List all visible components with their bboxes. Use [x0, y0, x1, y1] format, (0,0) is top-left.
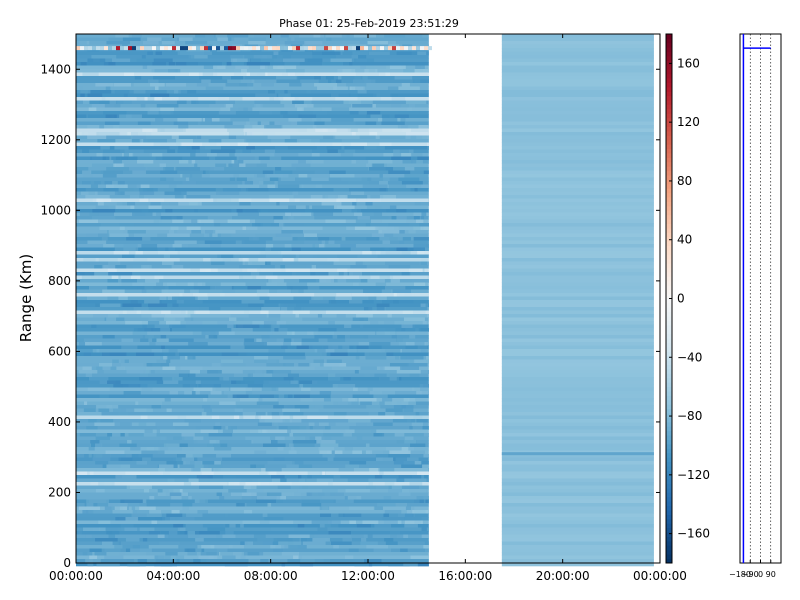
colorbar-tick-label: 120	[677, 115, 700, 129]
colorbar-tick-label: 80	[677, 174, 692, 188]
y-tick-label: 1200	[40, 133, 71, 147]
y-tick-label: 600	[48, 344, 71, 358]
side-x-tick-label: −180	[729, 570, 751, 579]
x-tick-label: 08:00:00	[244, 569, 298, 583]
heatmap-segment-2	[501, 34, 654, 567]
colorbar-tick-label: −120	[677, 468, 710, 482]
colorbar-tick-label: 40	[677, 233, 692, 247]
phase-profile-plot: −180−90 0 90	[729, 33, 782, 579]
x-tick-label: 20:00:00	[536, 569, 590, 583]
side-x-tick-label: −90	[742, 570, 759, 579]
heatmap-anomaly-row	[76, 46, 432, 51]
y-tick-label: 1400	[40, 62, 71, 76]
x-tick-label: 04:00:00	[146, 569, 200, 583]
y-tick-label: 400	[48, 415, 71, 429]
y-tick-label: 800	[48, 274, 71, 288]
chart-title: Phase 01: 25-Feb-2019 23:51:29	[279, 17, 459, 30]
x-tick-label: 12:00:00	[341, 569, 395, 583]
y-tick-label: 200	[48, 485, 71, 499]
colorbar-tick-label: −40	[677, 350, 702, 364]
colorbar-tick-label: 0	[677, 292, 685, 306]
heatmap-segment-1	[76, 34, 429, 567]
colorbar: −160 −120 −80 −40 0 40 80 120 160	[665, 33, 710, 564]
heatmap-plot: 00:00:00 04:00:00 08:00:00 12:00:00 16:00:00…	[40, 33, 687, 583]
side-x-tick-label: 90	[766, 570, 776, 579]
y-tick-label: 0	[63, 556, 71, 570]
colorbar-tick-label: −80	[677, 409, 702, 423]
x-tick-label: 00:00:00	[49, 569, 103, 583]
y-tick-label: 1000	[40, 203, 71, 217]
side-x-tick-label: 0	[758, 570, 763, 579]
x-tick-label: 00:00:00	[633, 569, 687, 583]
colorbar-tick-label: −160	[677, 527, 710, 541]
colorbar-tick-label: 160	[677, 56, 700, 70]
x-tick-label: 16:00:00	[438, 569, 492, 583]
y-axis-label: Range (Km)	[17, 254, 35, 342]
